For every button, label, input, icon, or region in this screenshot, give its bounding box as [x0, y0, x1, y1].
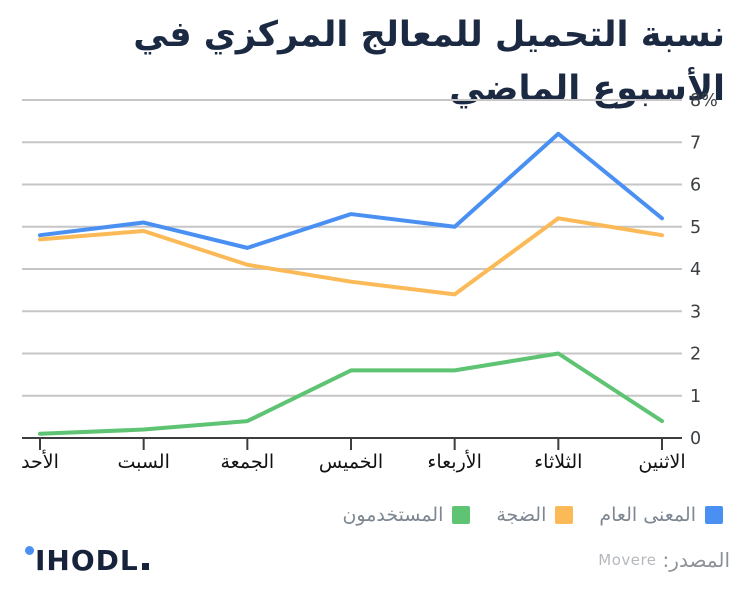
legend: المعنى العام الضجة المستخدمون: [342, 504, 723, 526]
legend-swatch-icon: [705, 506, 723, 524]
series-line-0: [38, 131, 664, 250]
legend-label: المستخدمون: [342, 504, 444, 526]
legend-label: المعنى العام: [599, 504, 696, 526]
legend-swatch-icon: [452, 506, 471, 524]
x-tick-label: الخميس: [319, 451, 383, 473]
y-tick-label: 3: [690, 302, 701, 322]
x-tick-label: الأحد: [21, 450, 59, 473]
y-tick-label: 4: [690, 260, 701, 280]
y-tick-label: 8%: [690, 91, 718, 111]
y-tick-label: 0: [690, 429, 701, 449]
ihodl-logo: IHODL: [25, 544, 149, 580]
x-tick-label: الاثنين: [638, 451, 685, 473]
y-tick-label: 7: [690, 133, 701, 153]
logo-dot-icon: [25, 546, 34, 555]
legend-item-2: المستخدمون: [342, 504, 471, 526]
series-line-2: [38, 351, 664, 436]
y-tick-label: 6: [690, 176, 701, 196]
y-tick-label: 2: [690, 345, 701, 365]
series-line-1: [38, 216, 664, 297]
legend-label: الضجة: [496, 504, 547, 526]
legend-item-1: الضجة: [496, 504, 574, 526]
logo-period-icon: [141, 563, 149, 570]
x-tick-label: الجمعة: [220, 451, 274, 473]
y-tick-label: 5: [690, 218, 701, 238]
x-tick-label: الأربعاء: [427, 450, 481, 473]
legend-item-0: المعنى العام: [599, 504, 723, 526]
x-tick-label: السبت: [117, 451, 169, 473]
source-value: Movere: [598, 551, 657, 569]
chart-title: نسبة التحميل للمعالج المركزي في الأسبوع …: [133, 14, 725, 110]
legend-swatch-icon: [555, 506, 574, 524]
logo-text: IHODL: [35, 544, 139, 577]
x-tick-label: الثلاثاء: [534, 451, 582, 473]
cpu-load-line-chart: 8% 7 6 5 4 3 2 1 0 الأحد السبت الجمعة الخميس الأربعاء…: [21, 91, 718, 473]
source-label: المصدر:: [662, 548, 730, 572]
y-tick-label: 1: [690, 387, 701, 407]
source-line: المصدر: Movere: [598, 548, 730, 572]
